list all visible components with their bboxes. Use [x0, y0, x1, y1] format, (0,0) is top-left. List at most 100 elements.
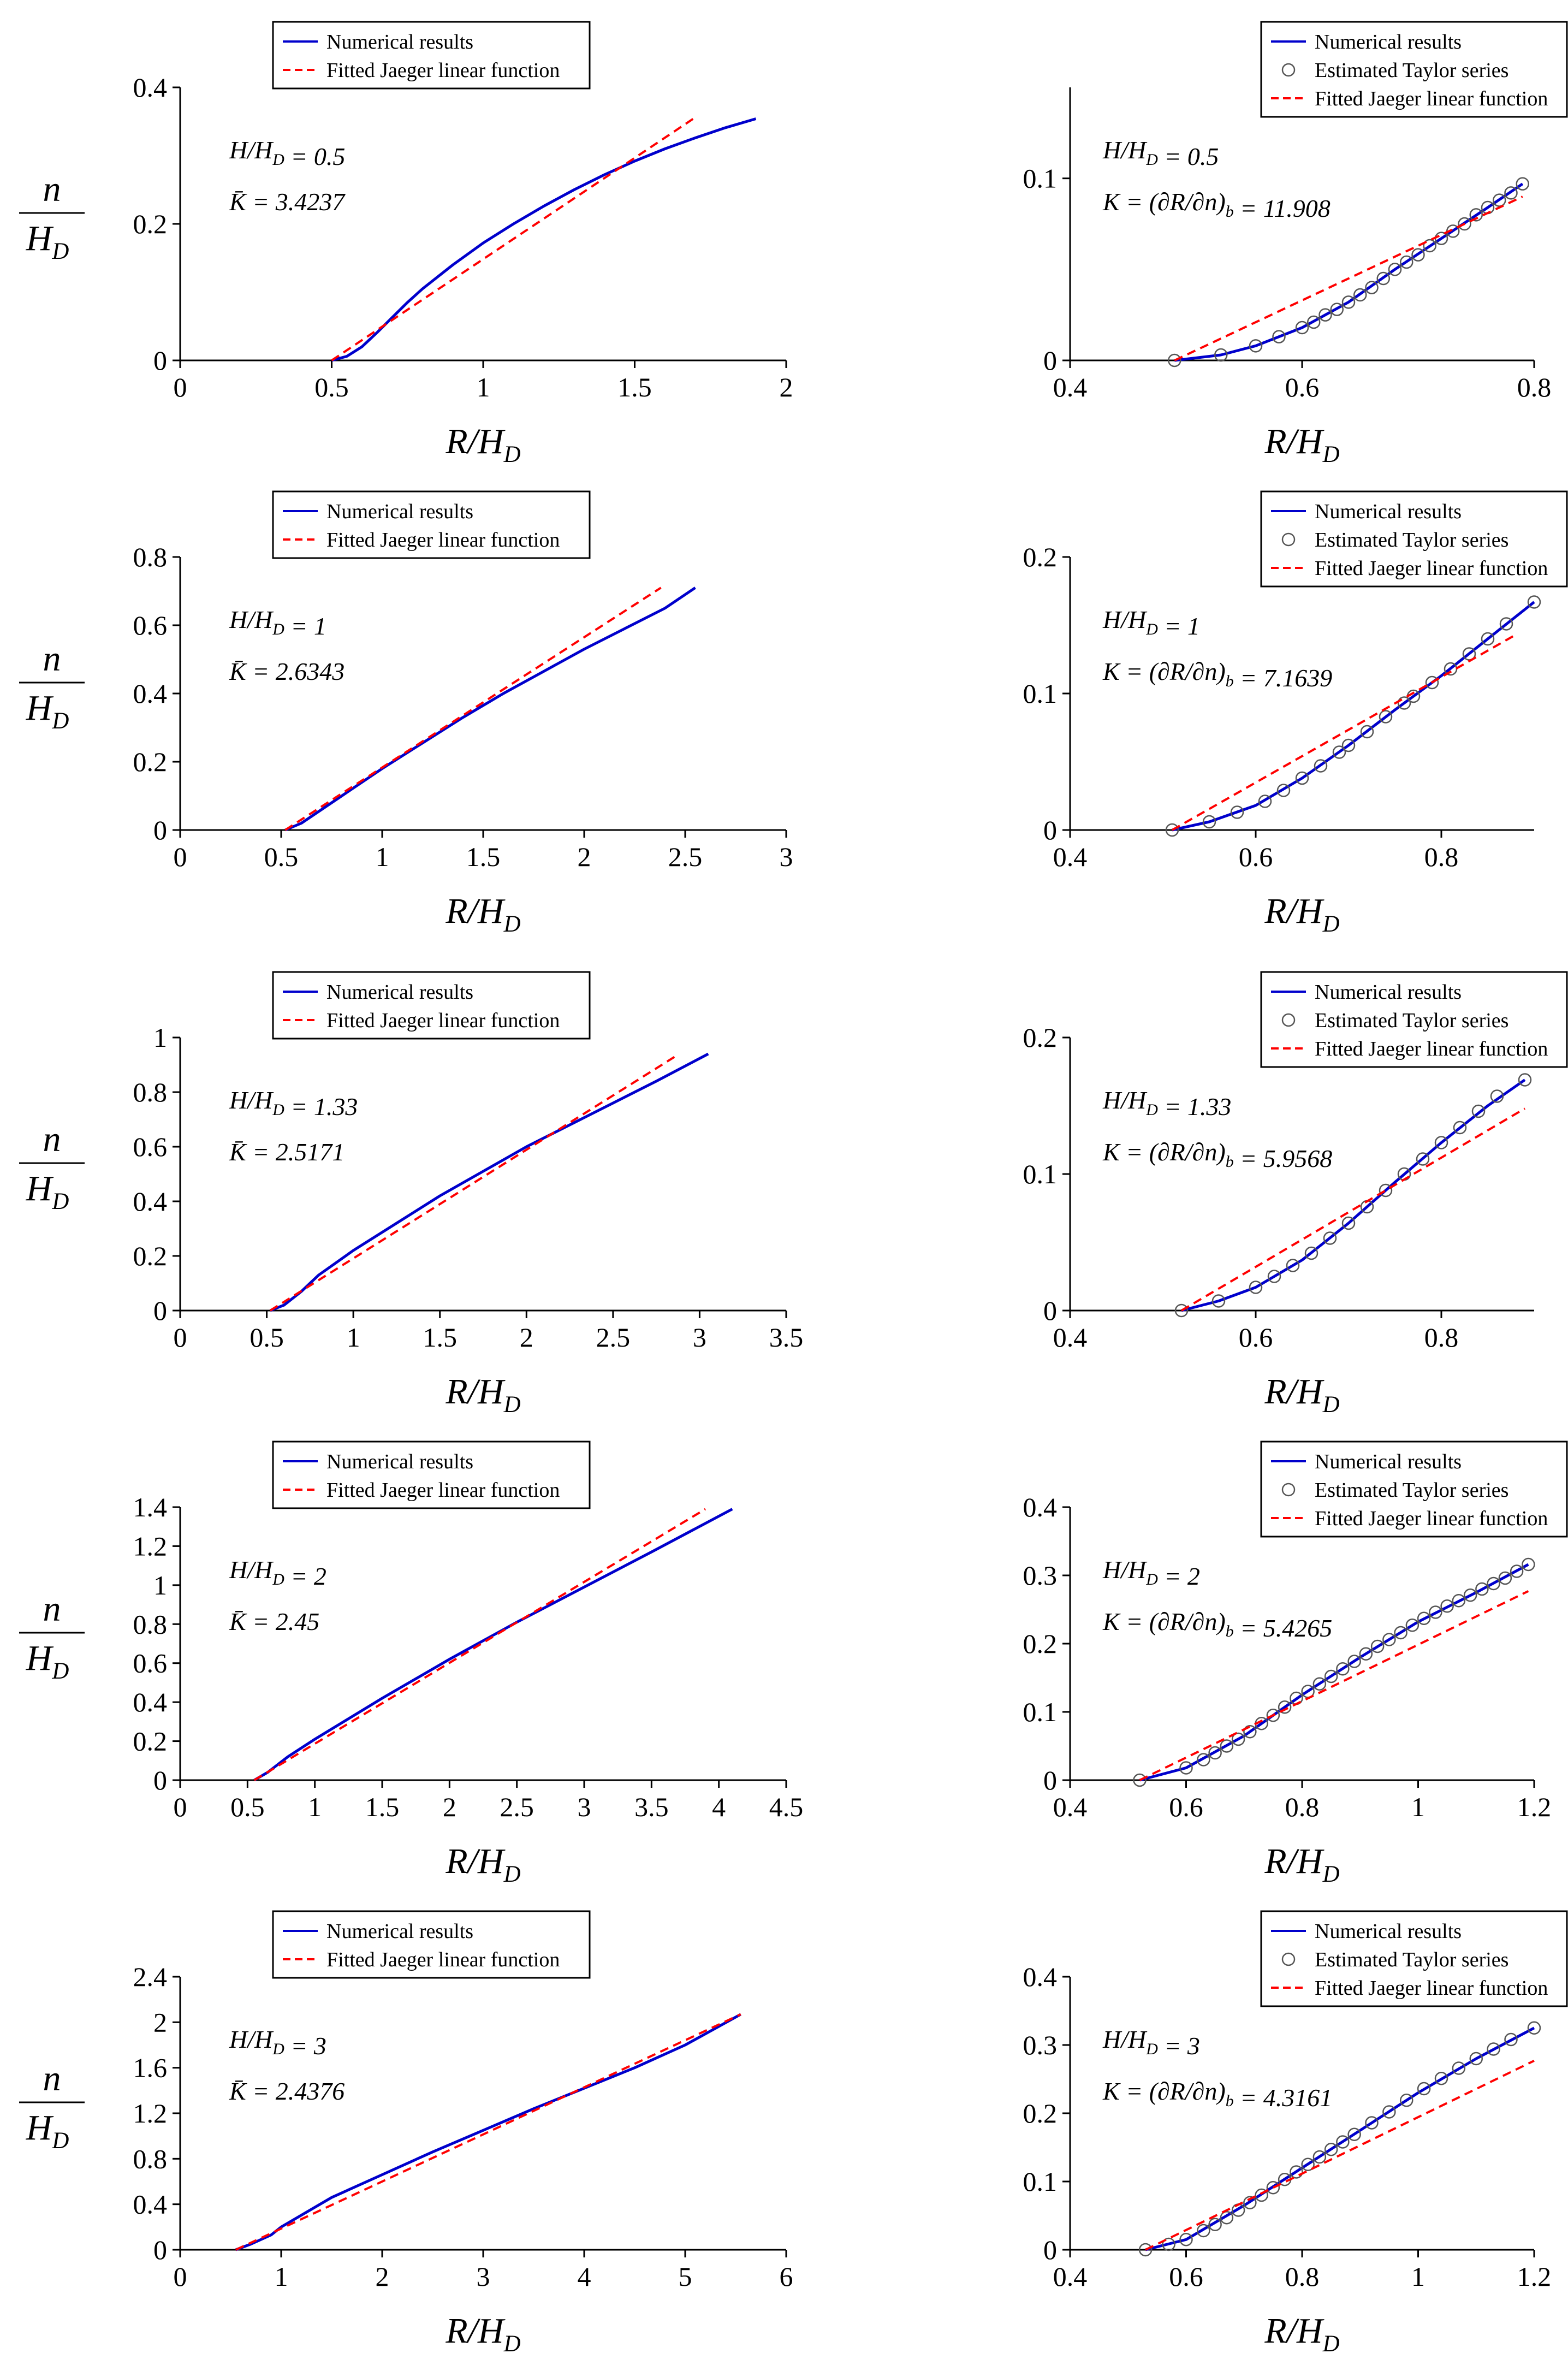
series-fitted-line: [331, 116, 696, 361]
chart-r2c1: 0 0.5 1 1.5 2 2.5 3 0 0.2 0.4 0.6 0.8 R/HD n HD H/HD = …: [19, 490, 793, 937]
legend: Numerical results Estimated Taylor series…: [1260, 490, 1568, 588]
data-point: [1481, 632, 1495, 646]
data-point: [1397, 696, 1411, 710]
data-point: [1416, 1152, 1430, 1166]
annotation-1: H/HD = 1: [1102, 606, 1200, 640]
data-point: [1498, 1571, 1512, 1585]
legend-marker: [1281, 532, 1296, 547]
y-tick-label: 0.4: [133, 72, 168, 103]
legend-box: [1260, 1441, 1568, 1538]
x-tick-label: 0.6: [1285, 372, 1320, 402]
data-point: [1462, 647, 1476, 661]
data-point: [1388, 263, 1402, 276]
chart-r2c2: 0.4 0.6 0.8 0 0.1 0.2 R/HD H/HD = 1 K = (∂R/∂n)b…: [1023, 490, 1568, 937]
legend-box: [272, 21, 591, 90]
annotation-1: H/HD = 2: [229, 1556, 326, 1590]
data-point: [1490, 1089, 1504, 1103]
annotation-2: K = (∂R/∂n)b = 5.9568: [1102, 1138, 1332, 1172]
data-point: [1382, 2105, 1396, 2119]
x-tick-label: 3: [693, 1322, 706, 1353]
data-point: [1417, 1611, 1431, 1625]
data-point: [1307, 315, 1321, 329]
legend-marker: [1281, 1013, 1296, 1027]
legend-entry: Numerical results: [326, 1450, 473, 1473]
data-point: [1493, 193, 1506, 207]
legend-entry: Fitted Jaeger linear function: [1315, 87, 1548, 110]
series-numerical-line: [235, 2013, 742, 2251]
x-tick-label: 1.2: [1517, 1792, 1552, 1822]
annotation-2: K = (∂R/∂n)b = 4.3161: [1102, 2077, 1332, 2112]
y-tick-label: 2: [153, 2007, 167, 2037]
x-tick-label: 1: [308, 1792, 322, 1822]
x-tick-label: 4: [712, 1792, 726, 1822]
series-fitted-line: [1174, 195, 1523, 361]
y-tick-label: 0.8: [133, 542, 168, 572]
x-tick-label: 2.5: [668, 841, 703, 872]
data-point: [1516, 177, 1529, 191]
y-tick-label: 0.8: [133, 2143, 168, 2174]
data-point: [1278, 1700, 1292, 1714]
data-point: [1286, 1259, 1300, 1272]
y-axis-label: n HD: [19, 639, 85, 734]
legend-box: [1260, 971, 1568, 1068]
y-tick-label: 0.4: [133, 678, 168, 709]
legend-box: [1260, 1910, 1568, 2007]
legend-entry: Estimated Taylor series: [1315, 529, 1508, 552]
series-numerical-line: [1145, 2026, 1535, 2251]
data-point: [1522, 1557, 1535, 1572]
series-taylor-markers: [1174, 1073, 1532, 1318]
data-point: [1276, 784, 1291, 797]
data-point: [1211, 1294, 1226, 1308]
series-fitted-line: [1172, 633, 1516, 831]
data-point: [1295, 321, 1309, 335]
x-tick-label: 1: [376, 841, 389, 872]
data-point: [1304, 1246, 1318, 1260]
annotation-1: H/HD = 3: [229, 2025, 326, 2060]
x-axis-label: R/HD: [1264, 2311, 1339, 2357]
data-point: [1255, 2188, 1268, 2202]
y-tick-label: 0: [153, 2234, 167, 2265]
data-point: [1453, 1121, 1467, 1135]
annotation-1: H/HD = 1.33: [229, 1086, 358, 1121]
annotation-2: K = (∂R/∂n)b = 7.1639: [1102, 657, 1332, 692]
data-point: [1458, 217, 1471, 231]
legend-entry: Fitted Jaeger linear function: [1315, 1977, 1548, 2000]
y-tick-label: 0.1: [1023, 678, 1058, 709]
data-point: [1249, 1281, 1263, 1294]
legend-entry: Fitted Jaeger linear function: [326, 1009, 560, 1032]
y-tick-label: 0.1: [1023, 163, 1058, 194]
data-point: [1341, 738, 1356, 752]
y-label-numerator: n: [43, 1119, 61, 1159]
data-point: [1243, 2196, 1257, 2209]
data-point: [1301, 2157, 1315, 2171]
legend-entry: Fitted Jaeger linear function: [1315, 1038, 1548, 1060]
series-fitted-line: [1145, 2060, 1535, 2251]
y-tick-label: 0: [153, 815, 167, 845]
y-tick-label: 0: [1043, 1765, 1057, 1795]
legend-marker: [1281, 1952, 1296, 1966]
x-tick-label: 6: [780, 2261, 793, 2292]
data-point: [1425, 675, 1439, 690]
data-point: [1258, 795, 1272, 808]
x-tick-label: 3.5: [634, 1792, 669, 1822]
data-point: [1162, 2237, 1175, 2251]
data-point: [1469, 208, 1483, 222]
series-numerical-line: [1139, 1563, 1529, 1782]
data-point: [1365, 2116, 1379, 2130]
y-tick-label: 1.2: [133, 1531, 168, 1561]
x-tick-label: 0.8: [1285, 2261, 1320, 2292]
x-tick-label: 0.5: [250, 1322, 284, 1353]
data-point: [1527, 595, 1541, 609]
x-tick-label: 1: [1411, 1792, 1425, 1822]
data-point: [1230, 805, 1244, 819]
legend: Numerical results Fitted Jaeger linear fu…: [272, 971, 591, 1040]
y-tick-label: 0.6: [133, 1131, 168, 1162]
data-point: [1440, 1599, 1454, 1613]
data-point: [1197, 1753, 1210, 1767]
data-point: [1324, 2143, 1338, 2156]
legend: Numerical results Fitted Jaeger linear fu…: [272, 490, 591, 559]
data-point: [1179, 1761, 1193, 1775]
legend-box: [272, 1441, 591, 1509]
data-point: [1272, 330, 1286, 343]
data-point: [1504, 186, 1518, 200]
